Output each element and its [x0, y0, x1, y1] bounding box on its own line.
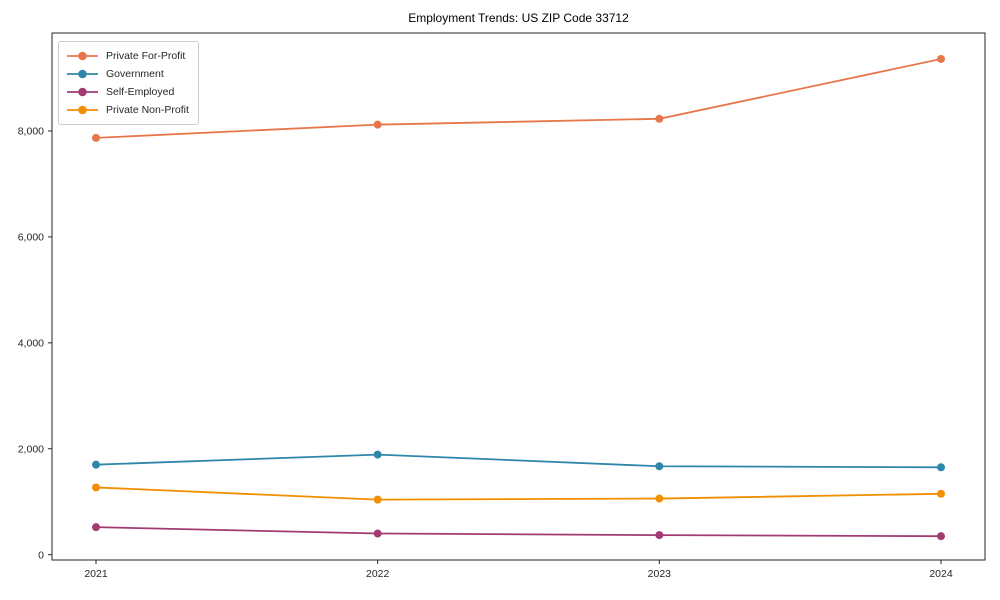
data-point — [655, 462, 664, 471]
data-point — [655, 114, 664, 123]
data-point — [937, 532, 945, 541]
legend-item-government: Government — [66, 65, 189, 83]
x-tick-label: 2021 — [84, 568, 108, 580]
data-point — [373, 120, 382, 129]
data-point — [92, 483, 100, 492]
data-point — [937, 463, 945, 472]
legend-label: Private Non-Profit — [106, 104, 189, 116]
legend-marker-self-employed — [67, 87, 98, 97]
y-tick-label: 6,000 — [18, 232, 44, 244]
series-line — [95, 58, 942, 139]
legend-marker-private-for-profit — [67, 51, 98, 61]
data-point — [373, 450, 382, 459]
legend-label: Government — [106, 68, 164, 80]
data-point — [937, 489, 945, 498]
legend-item-private-for-profit: Private For-Profit — [66, 47, 189, 65]
legend-item-private-non-profit: Private Non-Profit — [66, 101, 189, 119]
y-tick-label: 2,000 — [18, 443, 44, 455]
y-tick-label: 8,000 — [18, 126, 44, 138]
x-tick-label: 2022 — [366, 568, 390, 580]
data-point — [92, 523, 100, 532]
legend-marker-government — [67, 69, 98, 79]
data-point — [937, 54, 945, 63]
series-line — [95, 486, 942, 501]
data-point — [92, 460, 100, 469]
legend-item-self-employed: Self-Employed — [66, 83, 189, 101]
x-tick-label: 2024 — [929, 568, 953, 580]
data-point — [655, 531, 664, 540]
plot-border — [51, 32, 986, 561]
data-point — [373, 529, 382, 538]
legend-marker-private-non-profit — [67, 105, 98, 115]
legend: Private For-Profit Government Self-Emplo… — [58, 41, 199, 125]
data-point — [373, 495, 382, 504]
legend-label: Self-Employed — [106, 86, 175, 98]
y-tick-label: 4,000 — [18, 337, 44, 349]
data-point — [92, 133, 100, 142]
series-line — [95, 453, 942, 469]
legend-label: Private For-Profit — [106, 50, 186, 62]
data-point — [655, 494, 664, 503]
x-tick-label: 2023 — [648, 568, 672, 580]
series-line — [95, 526, 942, 538]
chart-title: Employment Trends: US ZIP Code 33712 — [408, 11, 629, 25]
y-tick-label: 0 — [38, 549, 44, 561]
